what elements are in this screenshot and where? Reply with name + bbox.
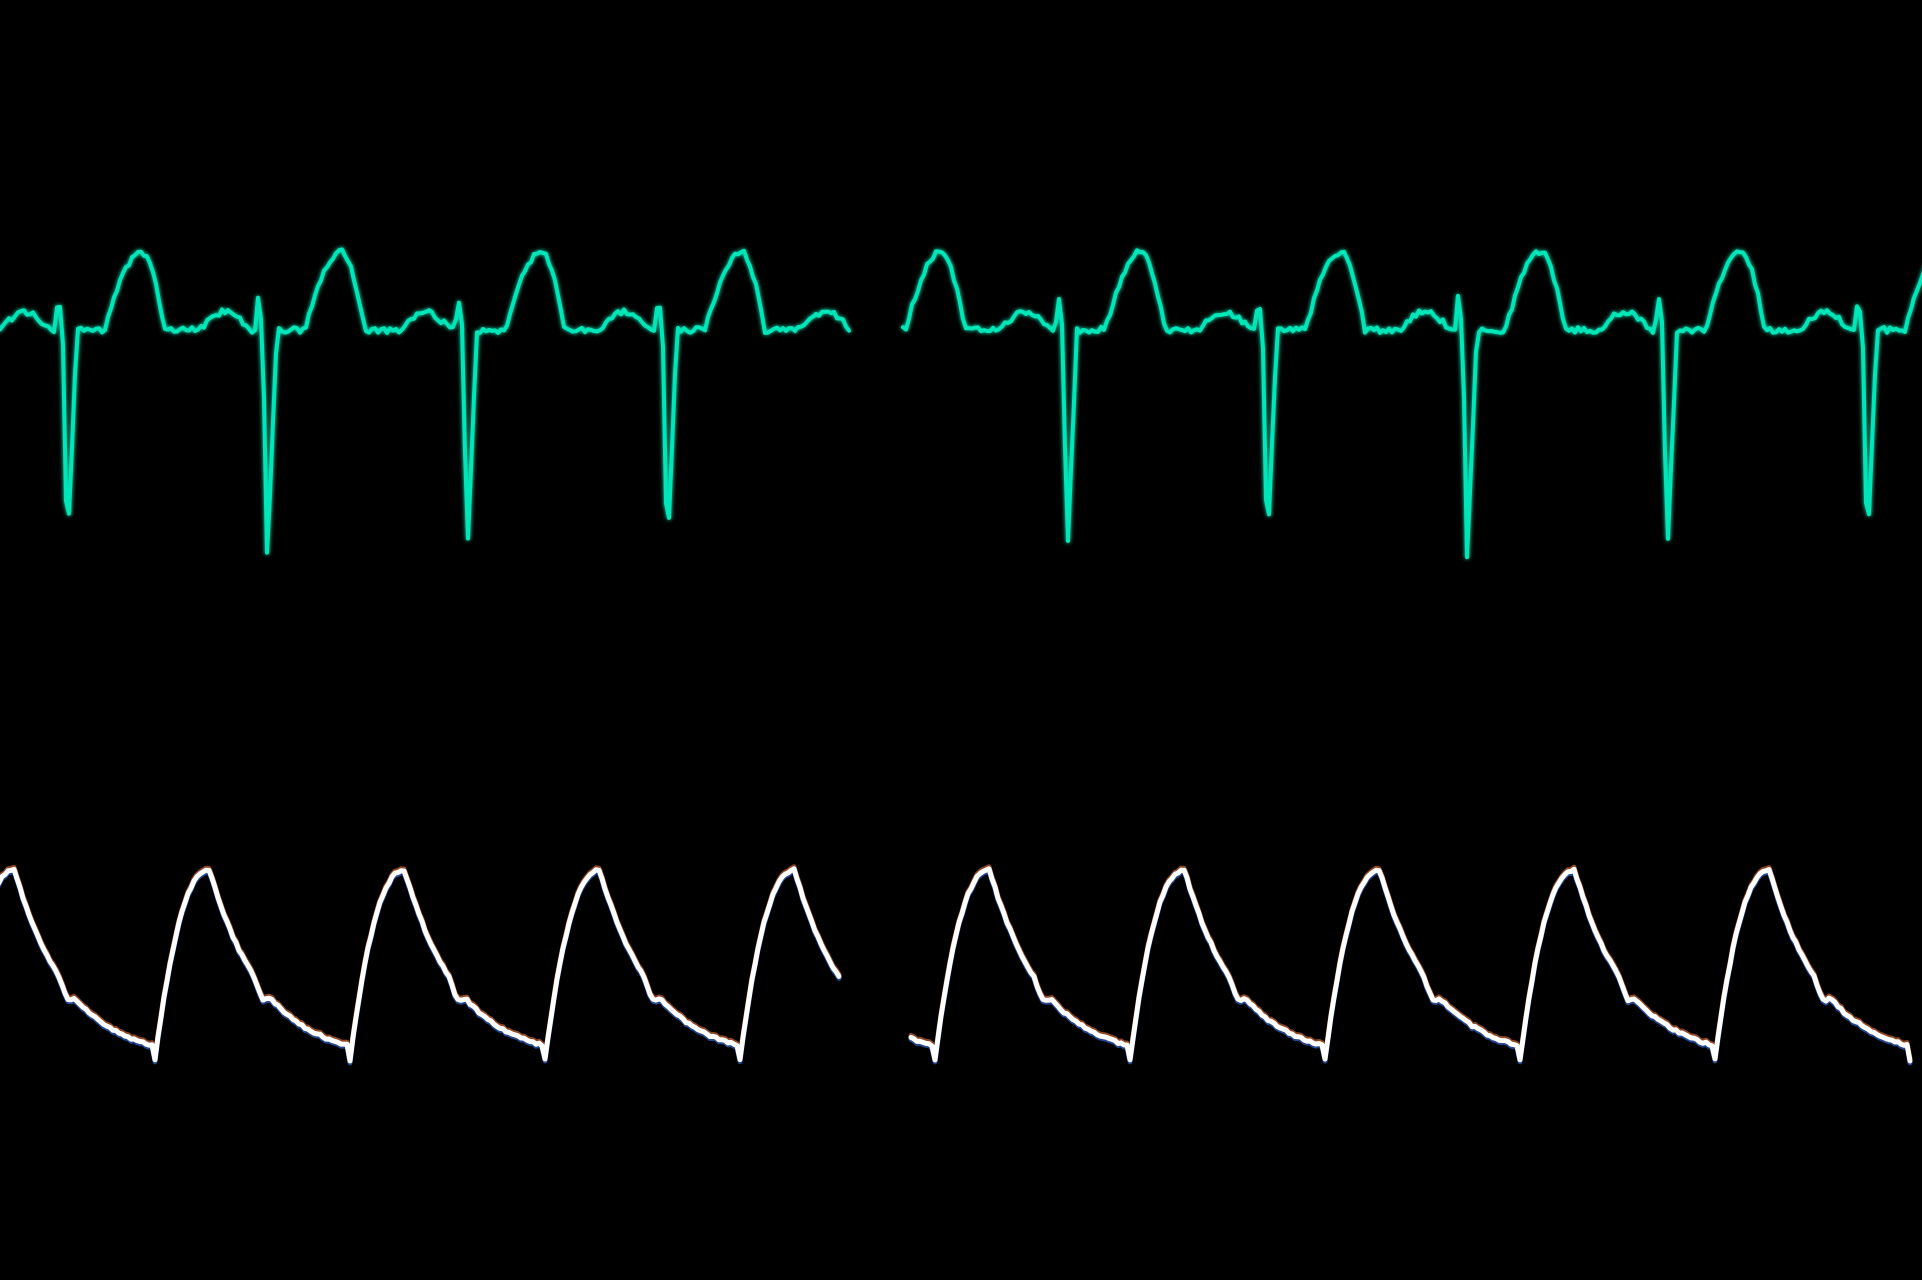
waveform-display xyxy=(0,0,1922,1280)
